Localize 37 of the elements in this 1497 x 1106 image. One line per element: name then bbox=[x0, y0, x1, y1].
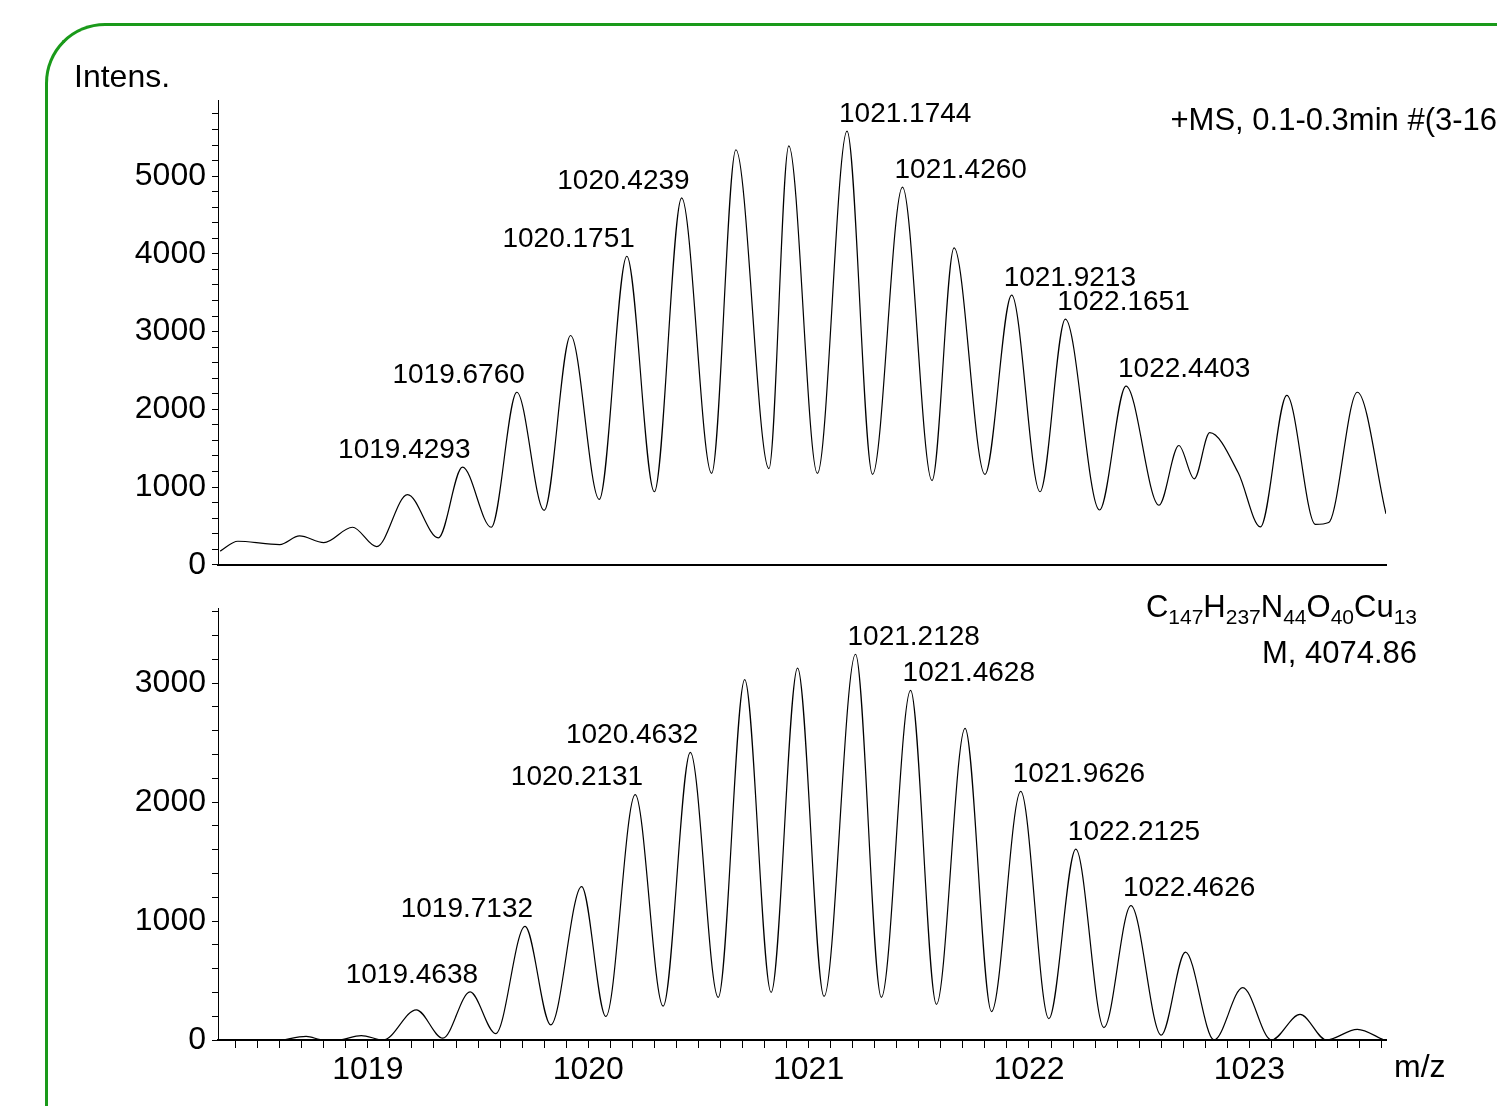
x-tick-label: 1020 bbox=[552, 1050, 624, 1087]
y-tick-label: 0 bbox=[188, 544, 206, 581]
annotation: 1020.4239 bbox=[557, 163, 690, 195]
annotation: 1021.9626 bbox=[1012, 757, 1146, 789]
annotation: 1020.2131 bbox=[510, 760, 644, 792]
annotation: 1022.2125 bbox=[1067, 814, 1201, 846]
annotation: 1022.4626 bbox=[1122, 871, 1256, 903]
y-tick-label: 5000 bbox=[134, 156, 206, 192]
y-tick-label: 1000 bbox=[134, 900, 206, 937]
annotation: 1019.4638 bbox=[345, 957, 479, 989]
annotation: 1022.4403 bbox=[1118, 351, 1251, 383]
annotation: 1020.1751 bbox=[502, 221, 635, 253]
annotation: 1021.2128 bbox=[847, 619, 980, 651]
annotation: 1019.4293 bbox=[338, 432, 471, 464]
x-tick-label: 1019 bbox=[332, 1050, 404, 1087]
x-axis-title: m/z bbox=[1394, 1047, 1446, 1084]
x-tick-label: 1021 bbox=[773, 1050, 845, 1087]
annotation: 1021.4260 bbox=[894, 152, 1027, 184]
annotation: +MS, 0.1-0.3min #(3-16 bbox=[1170, 102, 1497, 138]
y-tick-label: 3000 bbox=[134, 311, 206, 348]
y-tick-label: 2000 bbox=[134, 389, 206, 426]
annotation: 1019.6760 bbox=[392, 357, 525, 389]
y-tick-label: 2000 bbox=[134, 781, 206, 818]
annotation: 1021.4628 bbox=[902, 656, 1035, 687]
x-tick-label: 1023 bbox=[1213, 1050, 1285, 1087]
y-tick-label: 0 bbox=[188, 1019, 206, 1056]
annotation: 1019.7132 bbox=[400, 892, 534, 924]
annotation: 1021.9213 bbox=[1003, 260, 1136, 292]
y-axis-title: Intens. bbox=[74, 57, 171, 94]
y-tick-label: 1000 bbox=[134, 466, 206, 503]
annotation: M, 4074.86 bbox=[1260, 635, 1417, 672]
y-tick-label: 4000 bbox=[134, 233, 206, 270]
x-tick-label: 1022 bbox=[993, 1050, 1065, 1087]
text: C$_{147}$H$_{237}$N$_{44}$O$_{40}$Cu$_{13}$ bbox=[1145, 589, 1417, 629]
annotation: 1020.4632 bbox=[565, 718, 699, 750]
annotation: 1021.1744 bbox=[839, 96, 972, 128]
y-tick-label: 3000 bbox=[134, 662, 206, 699]
